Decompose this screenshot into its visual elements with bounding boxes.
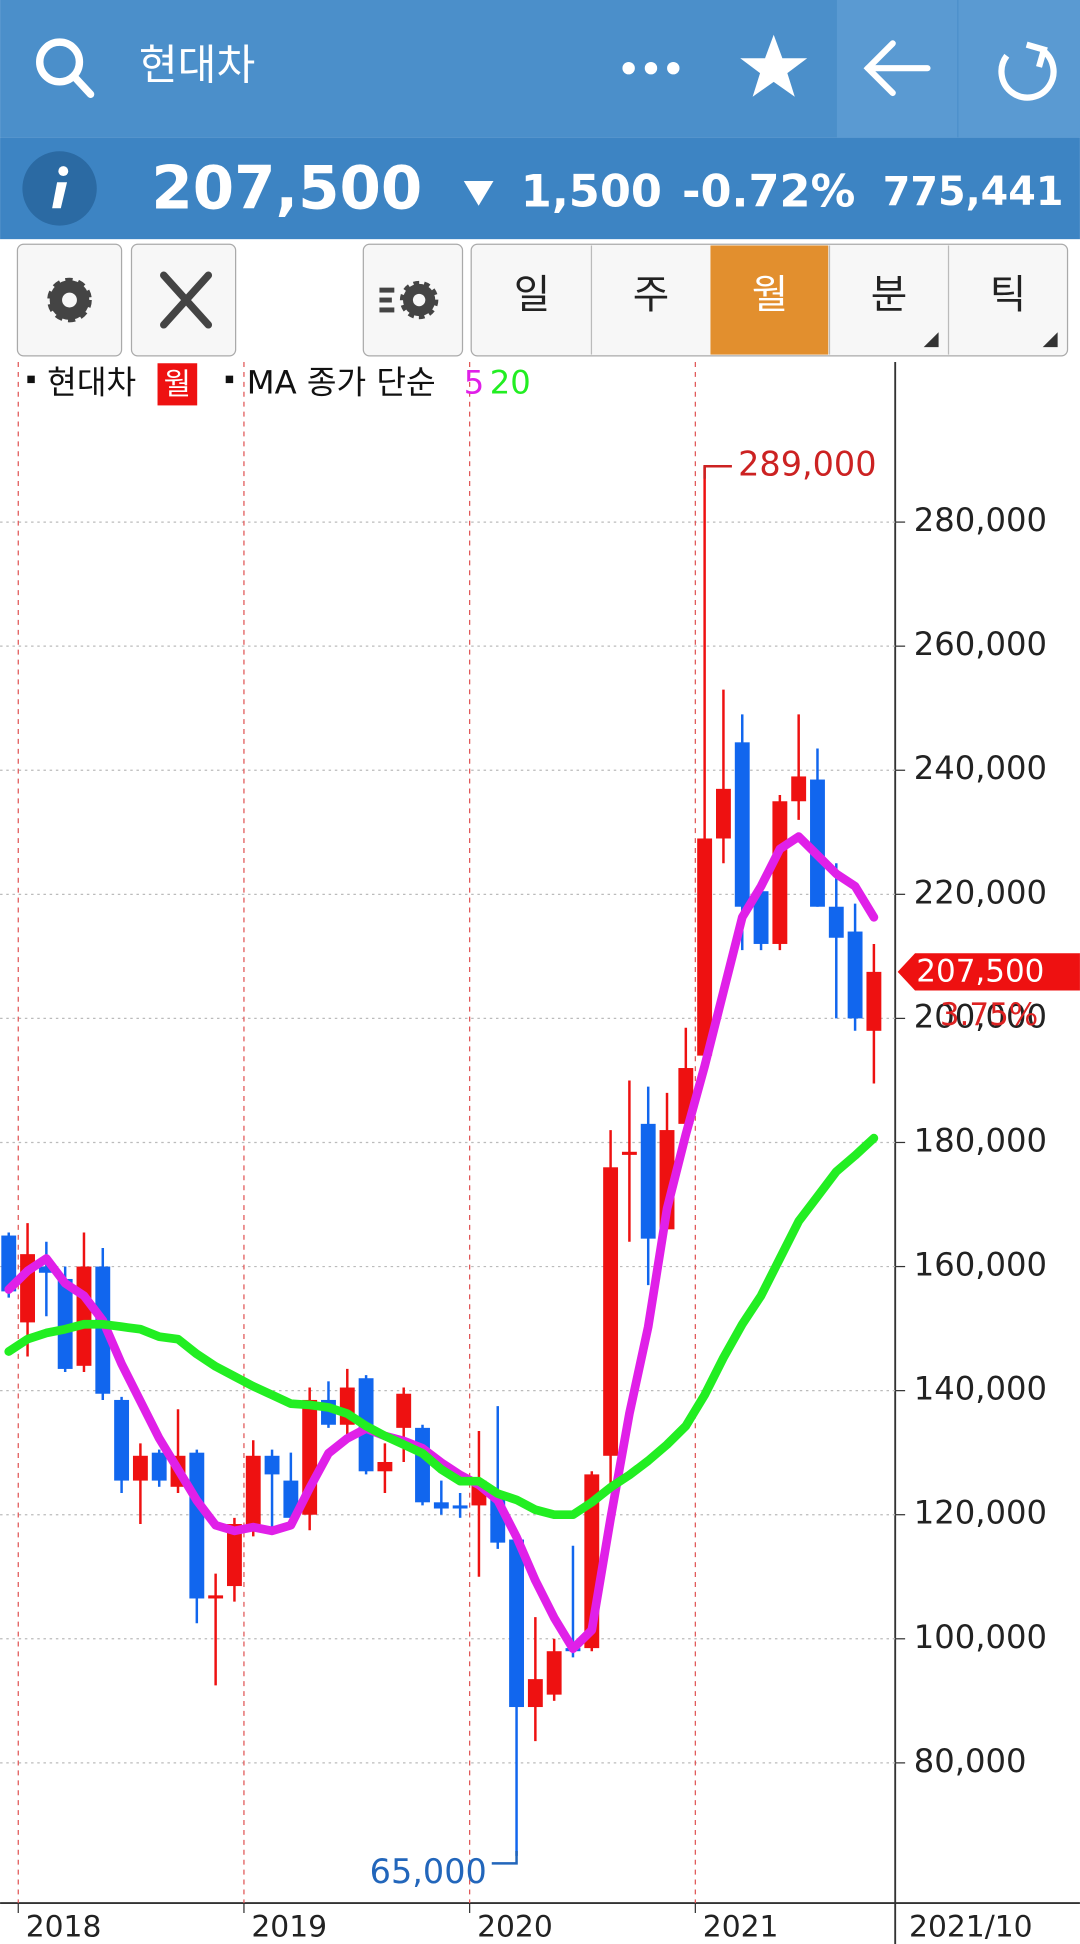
- candle-body: [227, 1524, 242, 1587]
- candle-body: [396, 1393, 412, 1428]
- legend-ma: MA 종가 단순: [247, 363, 436, 401]
- legend-period: 월: [164, 367, 191, 402]
- candle-body: [734, 742, 750, 907]
- candle-body: [546, 1651, 562, 1695]
- candle-body: [847, 931, 863, 1019]
- gear-icon: [47, 277, 92, 323]
- legend-period-box: [157, 363, 198, 406]
- candle-body: [697, 838, 713, 1056]
- change: 1,500: [521, 166, 662, 218]
- candle-body: [189, 1452, 205, 1599]
- candle-body: [76, 1266, 92, 1366]
- refresh-button[interactable]: [958, 0, 1080, 138]
- tab[interactable]: 월: [752, 272, 788, 318]
- candle-body: [208, 1595, 224, 1599]
- y-tick-label: 100,000: [914, 1618, 1047, 1656]
- legend-bullet: [27, 375, 35, 384]
- tab-selected-bg: [710, 245, 829, 355]
- stock-name[interactable]: 현대차: [139, 41, 255, 90]
- volume: 775,441: [883, 169, 1064, 215]
- y-tick-label: 240,000: [914, 749, 1047, 787]
- tab[interactable]: 분: [871, 272, 907, 318]
- tab-corner: [923, 332, 939, 348]
- quote-bar: [0, 137, 1080, 240]
- candle-body: [772, 801, 788, 944]
- last-pct: 3.75%: [940, 997, 1038, 1033]
- x-tick-label: 2021: [703, 1909, 779, 1944]
- search-icon[interactable]: [36, 38, 95, 98]
- tab[interactable]: 일: [514, 272, 550, 318]
- candle-body: [828, 906, 844, 938]
- x-tick-label: 2018: [26, 1909, 102, 1944]
- legend-ma20: 20: [490, 363, 531, 401]
- candle-body: [151, 1452, 167, 1481]
- ma-line: [4, 832, 879, 1654]
- candle-body: [452, 1505, 468, 1509]
- legend-stock: 현대차: [47, 363, 136, 401]
- refresh-icon: [998, 41, 1057, 101]
- y-tick-label: 280,000: [914, 501, 1047, 539]
- candle-body: [509, 1539, 524, 1708]
- candle-body: [245, 1455, 261, 1531]
- price: 207,500: [151, 154, 422, 223]
- last-price-label: 207,500: [916, 954, 1044, 990]
- back-icon: [863, 40, 931, 97]
- candle-body: [377, 1461, 393, 1472]
- candle-body: [603, 1167, 619, 1456]
- candle-body: [866, 971, 882, 1031]
- more-icon[interactable]: [622, 61, 680, 75]
- candle-body: [753, 891, 769, 944]
- change-pct: -0.72%: [682, 166, 855, 218]
- x-end-label: 2021/10: [909, 1909, 1033, 1944]
- high-marker: [703, 465, 732, 479]
- y-tick-label: 200,000: [914, 997, 1047, 1035]
- high-label: 289,000: [738, 445, 876, 484]
- ma-line: [4, 1133, 879, 1520]
- x-tick-label: 2020: [477, 1909, 553, 1944]
- candle-body: [132, 1455, 148, 1481]
- candle-body: [1, 1235, 17, 1292]
- candle-body: [810, 779, 825, 907]
- candle-body: [57, 1278, 73, 1369]
- y-tick-label: 180,000: [914, 1121, 1047, 1159]
- y-tick-label: 260,000: [914, 625, 1047, 663]
- y-tick-label: 120,000: [914, 1494, 1047, 1532]
- tab[interactable]: 틱: [990, 272, 1026, 318]
- candle-body: [38, 1266, 54, 1273]
- candle-body: [433, 1502, 449, 1509]
- legend-ma5: 5: [464, 363, 484, 401]
- y-tick-label: 80,000: [914, 1742, 1027, 1780]
- info-icon: [52, 166, 69, 209]
- candle-body: [415, 1427, 430, 1503]
- candle-body: [716, 788, 731, 839]
- candle-body: [114, 1399, 130, 1481]
- candle-body: [621, 1151, 637, 1155]
- y-tick-label: 160,000: [914, 1246, 1047, 1284]
- candle-body: [527, 1679, 543, 1708]
- last-price-tag: [897, 953, 1080, 991]
- low-label: 65,000: [370, 1852, 487, 1891]
- y-tick-label: 140,000: [914, 1370, 1047, 1408]
- tab[interactable]: 주: [633, 272, 669, 318]
- y-tick-label: 220,000: [914, 873, 1047, 911]
- candle-body: [264, 1455, 280, 1475]
- legend-bullet: [225, 375, 234, 384]
- tab-corner: [1042, 332, 1058, 348]
- x-tick-label: 2019: [251, 1909, 327, 1944]
- tools-icon: [160, 271, 213, 329]
- candle-body: [791, 776, 807, 802]
- down-arrow: [463, 181, 494, 206]
- favorite-icon[interactable]: [740, 34, 808, 97]
- candle-body: [640, 1123, 656, 1239]
- indicator-icon: [379, 280, 439, 320]
- low-marker: [491, 1850, 518, 1865]
